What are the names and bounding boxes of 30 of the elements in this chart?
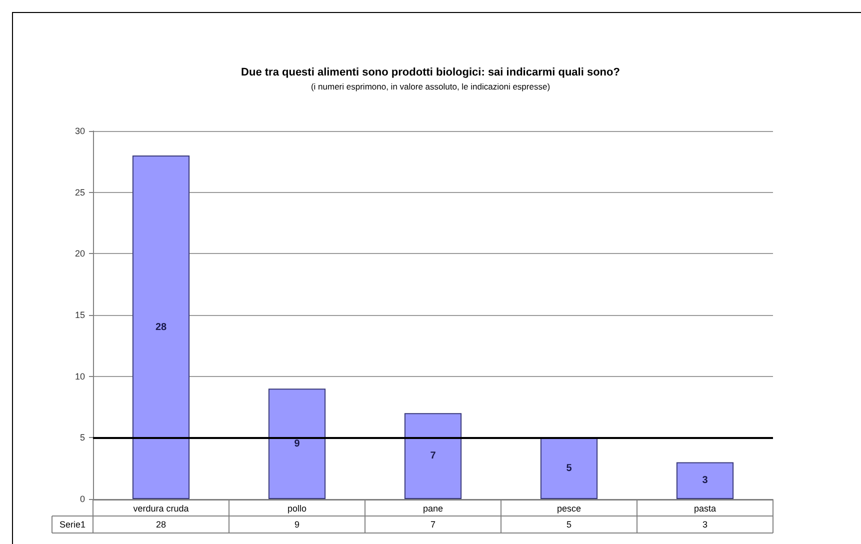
x-tick-label: pesce [556, 504, 582, 514]
data-label: 7 [430, 520, 436, 530]
x-tick-label: pollo [287, 504, 307, 514]
y-tick-label: 10 [74, 371, 85, 382]
y-tick-label: 5 [80, 432, 85, 443]
annotation: 3 [702, 475, 708, 486]
y-tick-label: 30 [74, 126, 85, 136]
annotation: 9 [294, 438, 300, 450]
y-tick-label: 20 [74, 248, 85, 259]
bar [540, 438, 598, 499]
text: Serie1 [59, 520, 86, 530]
annotation: 28 [155, 322, 167, 333]
bar [268, 388, 326, 499]
y-tick-label: 0 [80, 494, 85, 504]
annotation: 5 [566, 462, 572, 474]
annotation: 7 [430, 450, 436, 462]
bar [676, 462, 734, 499]
chart-title: Due tra questi alimenti sono prodotti biologici: sai indicarmi quali sono? [241, 66, 620, 78]
bar [404, 413, 462, 499]
chart-subtitle: (i numeri esprimono, in valore assoluto, le indicazioni espresse) [310, 82, 550, 92]
bar [132, 156, 190, 499]
x-tick-label: pasta [694, 504, 716, 514]
data-label: 3 [702, 520, 708, 530]
y-tick-label: 15 [74, 310, 85, 320]
x-tick-label: pane [422, 504, 444, 514]
y-tick-label: 25 [74, 187, 85, 198]
data-label: 9 [294, 520, 300, 530]
data-label: 5 [566, 520, 572, 530]
data-label: 28 [156, 520, 166, 530]
x-tick-label: verdura cruda [133, 504, 189, 514]
